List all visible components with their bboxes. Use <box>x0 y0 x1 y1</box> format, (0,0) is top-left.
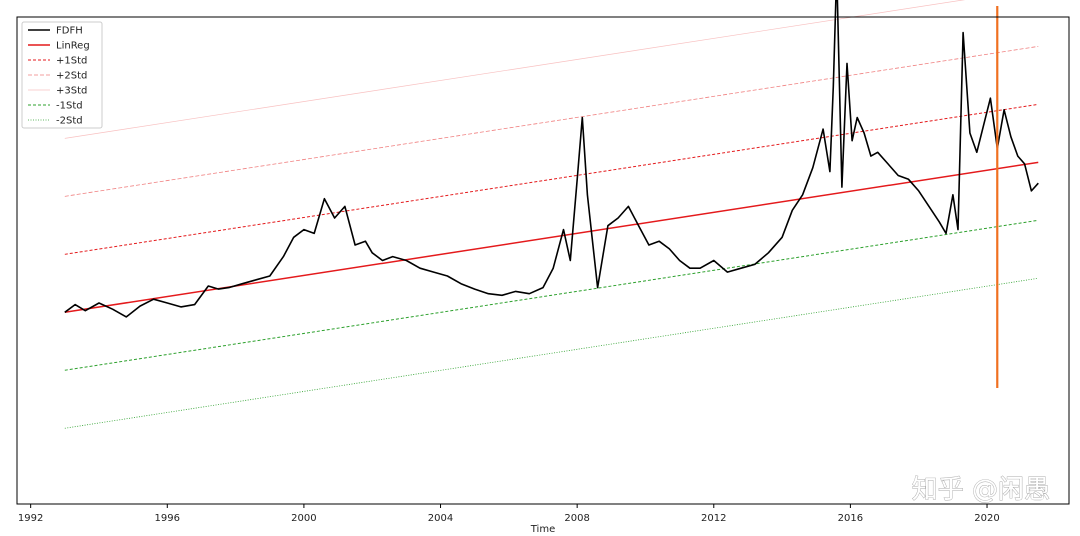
x-tick-label-2012: 2012 <box>701 513 726 524</box>
band-line-plus1std <box>64 103 1039 255</box>
series-layer <box>64 0 1039 318</box>
legend-label-minus1std: -1Std <box>56 101 83 112</box>
x-axis-label: Time <box>530 524 555 535</box>
std-bands <box>64 0 1039 429</box>
legend-label-linreg: LinReg <box>56 41 90 52</box>
legend-label-plus3std: +3Std <box>56 86 87 97</box>
legend-box <box>21 21 103 129</box>
series-line-fdfh <box>64 0 1039 318</box>
x-tick-label-2008: 2008 <box>564 513 589 524</box>
band-line-minus1std <box>64 219 1039 371</box>
x-tick-label-2020: 2020 <box>974 513 999 524</box>
legend-label-plus2std: +2Std <box>56 71 87 82</box>
band-line-plus2std <box>64 45 1039 197</box>
x-tick-label-2016: 2016 <box>838 513 863 524</box>
band-line-plus3std <box>64 0 966 139</box>
regression-line <box>64 161 1039 314</box>
legend: FDFH LinReg +1Std +2Std +3Std -1Std -2Std <box>21 21 103 129</box>
x-tick-label-2004: 2004 <box>428 513 453 524</box>
band-line-minus2std <box>64 277 1039 429</box>
x-tick-label-1996: 1996 <box>155 513 180 524</box>
x-tick-label-2000: 2000 <box>291 513 316 524</box>
watermark: 知乎 @闲愚 <box>912 475 1050 505</box>
x-axis: 1992 1996 2000 2004 2008 2012 2016 2020 <box>18 504 1000 524</box>
legend-label-minus2std: -2Std <box>56 116 83 127</box>
legend-label-fdfh: FDFH <box>56 26 83 37</box>
legend-label-plus1std: +1Std <box>56 56 87 67</box>
plot-frame <box>16 16 1070 505</box>
x-tick-label-1992: 1992 <box>18 513 43 524</box>
